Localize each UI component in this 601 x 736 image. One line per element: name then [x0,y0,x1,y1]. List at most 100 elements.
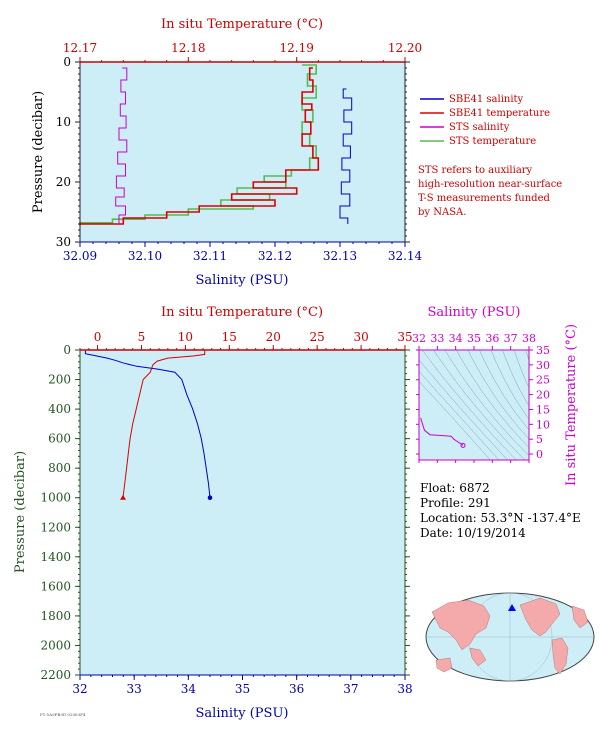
temp-tick-label: 12.19 [279,41,313,55]
pres-tick-label: 2000 [40,638,71,652]
full-profile-ticks: 0 5 10 15 20 25 30 35 32 33 34 35 36 37 38 0 200 400 600 80… [40,330,412,696]
near-surface-ticks: 12.17 12.18 12.19 12.20 32.09 32.10 32.11 32.12… [56,41,423,263]
ts-sal-tick-label: 33 [430,332,444,345]
density-contour [490,350,529,420]
ts-temp-tick-label: 15 [536,403,550,416]
density-contour [456,350,529,448]
pres-tick-label: 1800 [40,609,71,623]
series-sbe41-salinity [339,88,353,224]
ts-sal-axis-title: Salinity (PSU) [428,305,521,320]
temp-tick-label: 10 [178,330,193,344]
density-contour [479,350,529,431]
series-sts-temperature [79,64,317,224]
legend-label-sts-salinity: STS salinity [449,122,510,133]
ts-sal-tick-label: 37 [504,332,518,345]
ts-series-group [420,417,466,448]
near-surface-series-group [79,64,353,226]
density-contour [421,350,517,460]
temp-tick-label: 0 [94,330,102,344]
legend-label-sts-temperature: STS temperature [449,136,536,147]
location: Location: 53.3°N -137.4°E [420,511,581,525]
world-map [425,592,595,682]
date: Date: 10/19/2014 [420,526,526,540]
series-salinity [84,350,211,498]
temp-tick-label: 30 [353,330,368,344]
full-profile-series-group [84,350,213,501]
profile-number: Profile: 291 [420,496,491,510]
sal-tick-label: 32.12 [258,249,292,263]
temp-tick-label: 12.17 [63,41,97,55]
density-contour [433,350,526,460]
density-contour [419,371,500,460]
full-profile-panel: 0 5 10 15 20 25 30 35 32 33 34 35 36 37 38 0 200 400 600 80… [13,305,413,721]
ts-end-marker [460,442,466,448]
ts-temp-tick-label: 35 [536,344,550,357]
pres-tick-label: 2200 [40,668,71,682]
footer-code: F1-5A9FB9D 02063F4 [40,712,86,717]
ts-sal-tick-label: 32 [412,332,426,345]
density-contour [502,350,529,407]
pres-tick-label: 20 [56,175,71,189]
temperature-end-marker [120,494,127,500]
pres-tick-label: 1600 [40,579,71,593]
sal-tick-label: 32.14 [388,249,423,263]
full-profile-plot-area [80,350,405,675]
pres-tick-label: 200 [48,373,71,387]
series-temperature [122,350,206,498]
sal-tick-label: 32.11 [193,249,227,263]
near-surface-plot-area [80,62,405,242]
temp-tick-label: 20 [266,330,281,344]
pres-tick-label: 1000 [40,491,71,505]
ts-sal-tick-label: 34 [449,332,463,345]
ts-temp-tick-label: 5 [536,433,543,446]
ts-density-contours [419,350,529,460]
ts-contour-lines [419,350,529,460]
pres-tick-label: 10 [56,115,71,129]
ts-temp-tick-label: 20 [536,389,550,402]
pres-tick-label: 400 [48,402,71,416]
near-surface-temp-axis-title: In situ Temperature (°C) [161,17,323,32]
sal-tick-label: 35 [235,682,250,696]
pres-tick-label: 1400 [40,550,71,564]
density-contour [467,350,529,440]
sal-tick-label: 32.09 [63,249,97,263]
legend-label-sbe-temperature: SBE41 temperature [449,108,550,119]
sal-tick-label: 33 [127,682,142,696]
map-float-marker [508,604,516,611]
ts-temp-tick-label: 0 [536,448,543,461]
ts-temp-tick-label: 10 [536,418,550,431]
series-sbe41-temperature [79,67,320,226]
full-profile-temp-axis-title: In situ Temperature (°C) [161,305,323,320]
density-contour [444,350,529,456]
pres-tick-label: 600 [48,432,71,446]
density-contour [419,359,508,460]
near-surface-pres-axis-title: Pressure (decibar) [31,91,46,213]
pres-tick-label: 800 [48,461,71,475]
sal-tick-label: 37 [343,682,358,696]
sal-tick-label: 36 [289,682,304,696]
density-contour [419,381,491,460]
float-id: Float: 6872 [420,481,490,495]
temp-tick-label: 12.20 [388,41,422,55]
ts-temp-axis-title: In situ Temperature (°C) [564,324,579,486]
map-continents [431,597,589,675]
ts-sal-tick-label: 36 [485,332,499,345]
ts-curve [420,417,464,446]
ts-temp-tick-label: 25 [536,374,550,387]
ts-sal-tick-label: 38 [522,332,536,345]
density-contour [513,350,529,389]
sal-tick-label: 32.13 [323,249,357,263]
temp-tick-label: 5 [138,330,146,344]
near-surface-panel: 12.17 12.18 12.19 12.20 32.09 32.10 32.11 32.12… [31,17,423,288]
temp-tick-label: 35 [397,330,412,344]
sts-footnote: STS refers to auxiliary high-resolution … [418,165,562,218]
legend: SBE41 salinity SBE41 temperature STS sal… [420,94,550,147]
temp-tick-label: 15 [222,330,237,344]
salinity-end-marker [207,495,213,501]
near-surface-sal-axis-title: Salinity (PSU) [196,273,289,288]
footnote-line: high-resolution near-surface [418,179,562,190]
ts-plot-area [419,350,529,460]
